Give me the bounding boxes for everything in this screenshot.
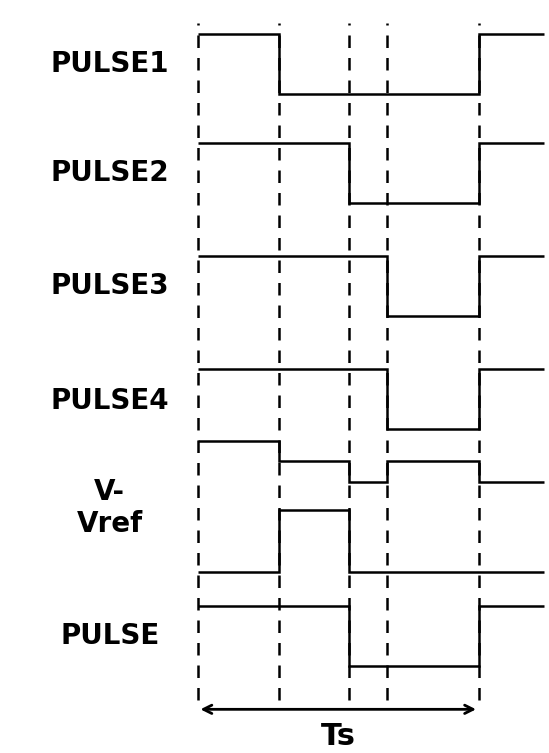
Text: Ts: Ts xyxy=(321,722,356,751)
Text: PULSE3: PULSE3 xyxy=(51,272,169,300)
Text: PULSE4: PULSE4 xyxy=(51,386,169,415)
Text: PULSE2: PULSE2 xyxy=(51,159,169,187)
Text: PULSE: PULSE xyxy=(60,622,159,651)
Text: V-
Vref: V- Vref xyxy=(77,478,143,538)
Text: PULSE1: PULSE1 xyxy=(51,50,169,78)
